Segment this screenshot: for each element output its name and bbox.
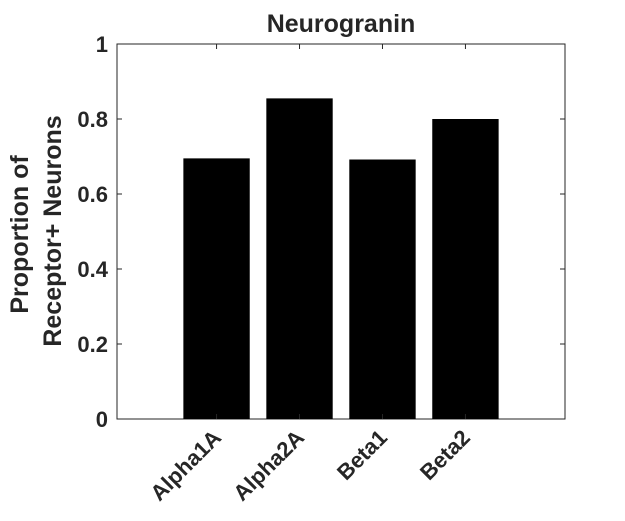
bars-group — [183, 98, 499, 419]
y-ticks-group: 0 0.2 0.4 0.6 0.8 1 — [77, 32, 565, 432]
y-tick-label: 0.8 — [77, 107, 108, 132]
x-tick-label: Beta2 — [415, 425, 475, 485]
y-axis-label-line-1: Proportion of — [6, 155, 34, 314]
bar-beta1 — [349, 159, 416, 419]
x-tick-label: Alpha2A — [228, 425, 309, 506]
x-tick-label: Alpha1A — [145, 425, 226, 506]
x-tick-label: Beta1 — [332, 425, 392, 485]
y-tick-label: 0 — [96, 407, 108, 432]
y-tick-label: 0.2 — [77, 332, 108, 357]
y-tick-label: 0.4 — [77, 257, 108, 282]
y-tick-label: 0.6 — [77, 182, 108, 207]
y-axis-label: Proportion of Receptor+ Neurons — [6, 115, 67, 346]
y-axis-label-line-2: Receptor+ Neurons — [39, 115, 67, 346]
y-tick-label: 1 — [96, 32, 108, 57]
bar-alpha2a — [266, 98, 333, 419]
chart-title: Neurogranin — [267, 10, 416, 38]
bar-beta2 — [432, 119, 499, 419]
bar-alpha1a — [183, 158, 250, 419]
